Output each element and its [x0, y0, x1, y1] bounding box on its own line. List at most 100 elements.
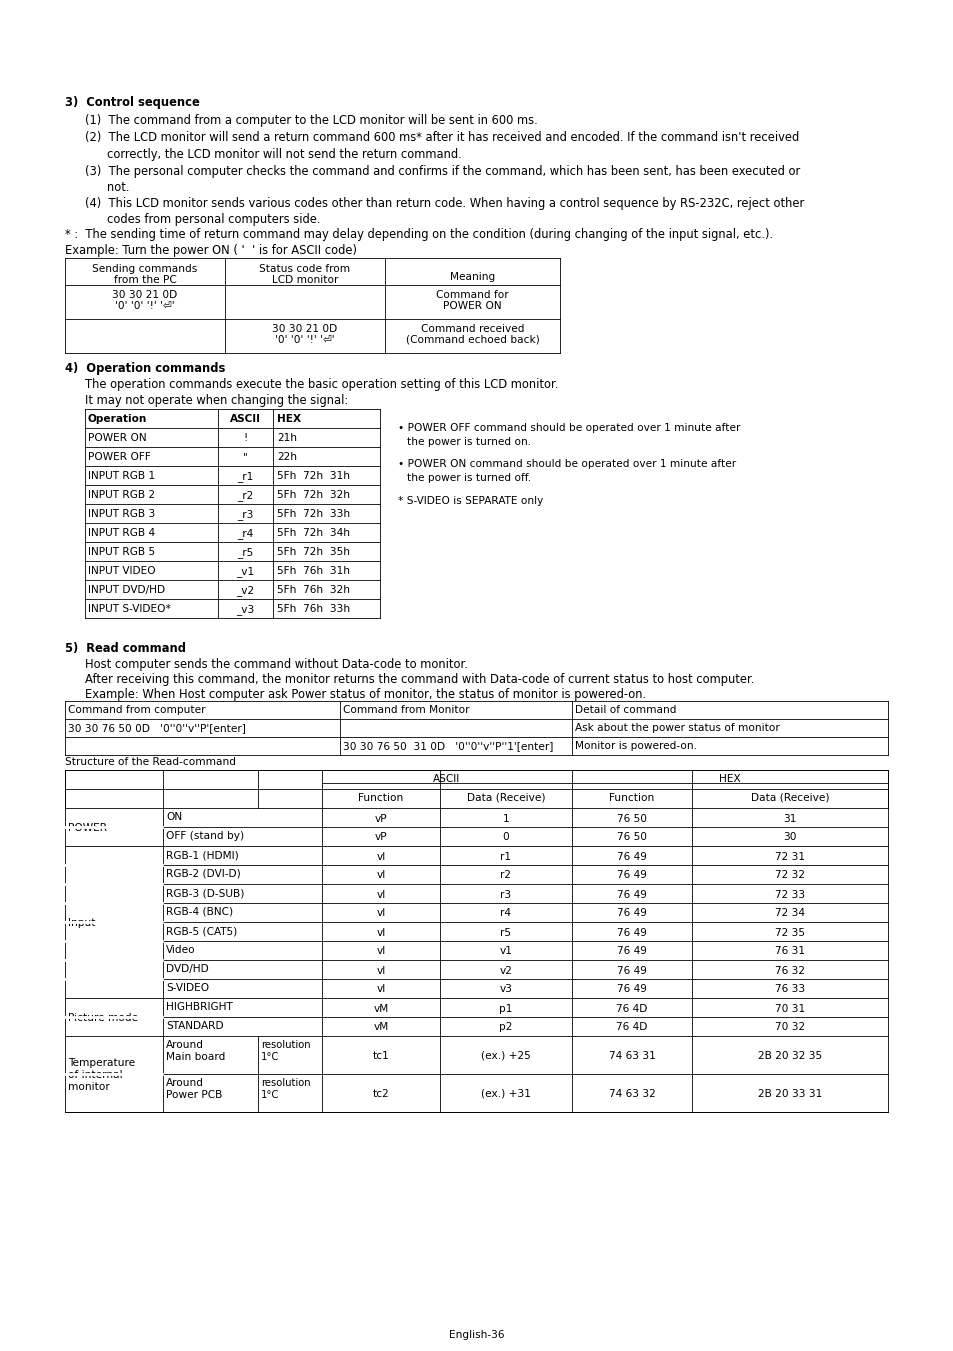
Text: 22h: 22h [276, 453, 296, 462]
Text: ASCII: ASCII [433, 774, 460, 784]
Text: codes from personal computers side.: codes from personal computers side. [107, 213, 320, 226]
Text: _r1: _r1 [237, 471, 253, 482]
Text: INPUT RGB 1: INPUT RGB 1 [88, 471, 155, 481]
Text: After receiving this command, the monitor returns the command with Data-code of : After receiving this command, the monito… [85, 673, 754, 686]
Text: It may not operate when changing the signal:: It may not operate when changing the sig… [85, 394, 348, 407]
Text: p2: p2 [498, 1023, 512, 1032]
Text: • POWER ON command should be operated over 1 minute after: • POWER ON command should be operated ov… [397, 459, 736, 469]
Text: Around: Around [166, 1078, 204, 1088]
Text: Temperature: Temperature [68, 1058, 135, 1069]
Text: Around: Around [166, 1040, 204, 1050]
Text: (4)  This LCD monitor sends various codes other than return code. When having a : (4) This LCD monitor sends various codes… [85, 197, 803, 209]
Text: 30 30 21 0D: 30 30 21 0D [112, 290, 177, 300]
Text: (Command echoed back): (Command echoed back) [405, 335, 538, 345]
Text: HIGHBRIGHT: HIGHBRIGHT [166, 1002, 233, 1012]
Text: 76 4D: 76 4D [616, 1023, 647, 1032]
Text: RGB-2 (DVI-D): RGB-2 (DVI-D) [166, 869, 240, 880]
Text: STANDARD: STANDARD [166, 1021, 223, 1031]
Text: DVD/HD: DVD/HD [166, 965, 209, 974]
Text: 2B 20 32 35: 2B 20 32 35 [757, 1051, 821, 1061]
Text: The operation commands execute the basic operation setting of this LCD monitor.: The operation commands execute the basic… [85, 378, 558, 390]
Text: _v3: _v3 [236, 604, 254, 615]
Text: OFF (stand by): OFF (stand by) [166, 831, 244, 842]
Text: LCD monitor: LCD monitor [272, 276, 337, 285]
Text: INPUT RGB 5: INPUT RGB 5 [88, 547, 155, 557]
Text: Main board: Main board [166, 1052, 225, 1062]
Text: 74 63 31: 74 63 31 [608, 1051, 655, 1061]
Text: 5Fh  72h  33h: 5Fh 72h 33h [276, 509, 350, 519]
Text: Example: Turn the power ON ( '  ' is for ASCII code): Example: Turn the power ON ( ' ' is for … [65, 245, 356, 257]
Text: vI: vI [376, 870, 385, 881]
Text: 76 50: 76 50 [617, 813, 646, 824]
Text: Status code from: Status code from [259, 263, 350, 274]
Text: POWER OFF: POWER OFF [88, 453, 151, 462]
Text: Example: When Host computer ask Power status of monitor, the status of monitor i: Example: When Host computer ask Power st… [85, 688, 645, 701]
Text: 76 50: 76 50 [617, 832, 646, 843]
Text: vI: vI [376, 947, 385, 957]
Text: r2: r2 [500, 870, 511, 881]
Text: POWER: POWER [68, 823, 107, 834]
Text: vI: vI [376, 908, 385, 919]
Text: INPUT DVD/HD: INPUT DVD/HD [88, 585, 165, 594]
Text: 5Fh  72h  31h: 5Fh 72h 31h [276, 471, 350, 481]
Text: 76 49: 76 49 [617, 908, 646, 919]
Text: vI: vI [376, 851, 385, 862]
Text: Command for: Command for [436, 290, 508, 300]
Text: 21h: 21h [276, 434, 296, 443]
Text: INPUT RGB 4: INPUT RGB 4 [88, 528, 155, 538]
Text: 5Fh  72h  32h: 5Fh 72h 32h [276, 490, 350, 500]
Text: 72 31: 72 31 [774, 851, 804, 862]
Text: not.: not. [107, 181, 130, 195]
Text: INPUT RGB 2: INPUT RGB 2 [88, 490, 155, 500]
Text: r3: r3 [500, 889, 511, 900]
Text: Host computer sends the command without Data-code to monitor.: Host computer sends the command without … [85, 658, 467, 671]
Text: 1: 1 [502, 813, 509, 824]
Text: v1: v1 [499, 947, 512, 957]
Text: Picture mode: Picture mode [68, 1013, 138, 1023]
Text: INPUT S-VIDEO*: INPUT S-VIDEO* [88, 604, 171, 613]
Text: ON: ON [166, 812, 182, 821]
Text: _r3: _r3 [237, 509, 253, 520]
Text: Sending commands: Sending commands [92, 263, 197, 274]
Text: the power is turned on.: the power is turned on. [407, 436, 531, 447]
Text: Data (Receive): Data (Receive) [750, 793, 828, 802]
Text: vI: vI [376, 889, 385, 900]
Text: 76 49: 76 49 [617, 947, 646, 957]
Text: _r4: _r4 [237, 528, 253, 539]
Text: Ask about the power status of monitor: Ask about the power status of monitor [575, 723, 779, 734]
Text: 5Fh  76h  33h: 5Fh 76h 33h [276, 604, 350, 613]
Text: p1: p1 [498, 1004, 512, 1013]
Text: 31: 31 [782, 813, 796, 824]
Text: resolution: resolution [261, 1040, 311, 1050]
Text: Command from computer: Command from computer [68, 705, 205, 715]
Text: vI: vI [376, 928, 385, 938]
Text: (2)  The LCD monitor will send a return command 600 ms* after it has received an: (2) The LCD monitor will send a return c… [85, 131, 799, 145]
Text: S-VIDEO: S-VIDEO [166, 984, 209, 993]
Text: Function: Function [609, 793, 654, 802]
Text: Command from Monitor: Command from Monitor [343, 705, 469, 715]
Text: 30: 30 [782, 832, 796, 843]
Text: _r5: _r5 [237, 547, 253, 558]
Text: Operation: Operation [88, 413, 147, 424]
Text: 70 31: 70 31 [774, 1004, 804, 1013]
Text: correctly, the LCD monitor will not send the return command.: correctly, the LCD monitor will not send… [107, 149, 461, 161]
Text: 4)  Operation commands: 4) Operation commands [65, 362, 225, 376]
Text: (3)  The personal computer checks the command and confirms if the command, which: (3) The personal computer checks the com… [85, 165, 800, 178]
Text: vM: vM [373, 1004, 388, 1013]
Text: Video: Video [166, 944, 195, 955]
Text: Command received: Command received [420, 324, 524, 334]
Text: (ex.) +31: (ex.) +31 [480, 1089, 531, 1098]
Text: Function: Function [358, 793, 403, 802]
Text: • POWER OFF command should be operated over 1 minute after: • POWER OFF command should be operated o… [397, 423, 740, 434]
Text: 76 31: 76 31 [774, 947, 804, 957]
Text: 0: 0 [502, 832, 509, 843]
Text: Data (Receive): Data (Receive) [466, 793, 545, 802]
Text: 76 49: 76 49 [617, 889, 646, 900]
Text: vP: vP [375, 832, 387, 843]
Text: 76 4D: 76 4D [616, 1004, 647, 1013]
Text: 3)  Control sequence: 3) Control sequence [65, 96, 199, 109]
Text: 76 49: 76 49 [617, 928, 646, 938]
Text: r5: r5 [500, 928, 511, 938]
Text: INPUT RGB 3: INPUT RGB 3 [88, 509, 155, 519]
Text: * :  The sending time of return command may delay depending on the condition (du: * : The sending time of return command m… [65, 228, 772, 240]
